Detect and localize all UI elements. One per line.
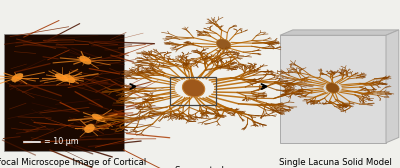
Bar [170, 77, 216, 105]
Ellipse shape [84, 124, 95, 133]
Text: = 10 μm: = 10 μm [44, 137, 79, 146]
Ellipse shape [182, 79, 205, 97]
Ellipse shape [92, 114, 106, 122]
Ellipse shape [79, 56, 91, 65]
Bar [4, 34, 124, 151]
Polygon shape [280, 35, 386, 143]
Ellipse shape [11, 73, 23, 82]
Text: Single Lacuna Solid Model: Single Lacuna Solid Model [278, 158, 392, 167]
Ellipse shape [55, 73, 68, 82]
Polygon shape [280, 30, 399, 35]
Text: Segmented: Segmented [174, 166, 224, 168]
Text: Confocal Microscope Image of Cortical: Confocal Microscope Image of Cortical [0, 158, 147, 167]
Ellipse shape [326, 83, 339, 93]
Ellipse shape [63, 74, 75, 83]
Polygon shape [386, 30, 399, 143]
Ellipse shape [216, 39, 231, 50]
